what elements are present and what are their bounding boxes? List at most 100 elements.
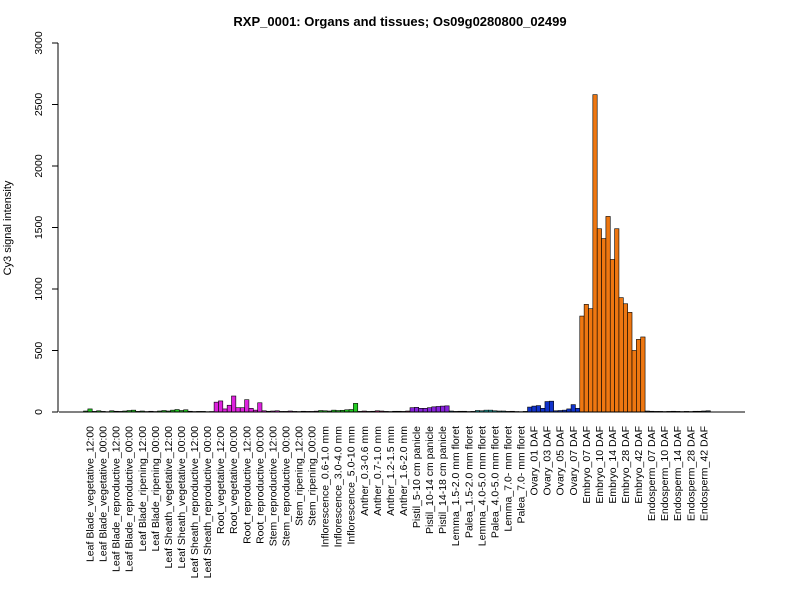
x-category-label: Palea_4.0-5.0 mm floret <box>489 426 501 538</box>
bar <box>579 315 585 413</box>
bar <box>583 304 589 413</box>
bar <box>605 216 611 413</box>
bar <box>226 404 232 413</box>
x-category-label: Inflorescence_0.6-1.0 mm <box>320 426 332 548</box>
x-category-label: Stem_ripening_12:00 <box>293 426 305 526</box>
x-category-label: Palea_1.5-2.0 mm floret <box>463 426 475 538</box>
x-category-label: Palea_7.0- mm floret <box>516 426 528 524</box>
x-category-label: Leaf Sheath_reproductive_12:00 <box>189 426 201 579</box>
x-category-label: Leaf Sheath_reproductive_00:00 <box>202 426 214 579</box>
y-tick-label: 2000 <box>33 154 45 178</box>
x-category-label: Pistil_14-18 cm panicle <box>437 426 449 534</box>
x-category-label: Pistil_10-14 cm panicle <box>424 426 436 534</box>
x-category-label: Endosperm_28 DAF <box>685 426 697 521</box>
y-tick-label: 1500 <box>33 216 45 240</box>
x-category-label: Embryo_42 DAF <box>633 426 645 504</box>
bar <box>257 402 263 413</box>
bar <box>548 400 554 413</box>
bar <box>609 259 615 413</box>
x-category-label: Ovary_01 DAF <box>529 426 541 495</box>
bar <box>596 228 602 413</box>
x-category-label: Endosperm_10 DAF <box>659 426 671 521</box>
bar <box>527 406 533 413</box>
bar <box>544 401 550 413</box>
x-category-label: Leaf Sheath_vegetative_00:00 <box>176 426 188 569</box>
x-category-label: Endosperm_14 DAF <box>672 426 684 521</box>
bar <box>427 407 433 413</box>
bar <box>244 399 250 413</box>
y-axis-label: Cy3 signal intensity <box>2 180 14 275</box>
bar <box>618 297 624 413</box>
bar <box>213 401 219 413</box>
bar <box>414 407 420 413</box>
x-category-label: Embryo_07 DAF <box>581 426 593 504</box>
bar <box>435 406 441 413</box>
bar <box>614 228 620 413</box>
bar <box>444 405 450 413</box>
bar <box>631 350 637 413</box>
bar <box>636 339 642 413</box>
x-category-label: Leaf Blade_ripening_12:00 <box>137 426 149 552</box>
x-category-label: Leaf Sheath_vegetative_12:00 <box>163 426 175 569</box>
bar <box>540 408 546 413</box>
y-tick-label: 1000 <box>33 277 45 301</box>
bar <box>431 406 437 413</box>
x-category-label: Leaf Blade_vegetative_00:00 <box>98 426 110 562</box>
bar <box>239 407 245 413</box>
bars <box>83 94 711 413</box>
bar <box>353 403 359 413</box>
x-category-label: Lemma_1.5-2.0 mm floret <box>450 426 462 546</box>
bar <box>623 303 628 413</box>
bar <box>418 408 424 413</box>
x-category-label: Lemma_7.0- mm floret <box>502 426 514 532</box>
x-category-label: Leaf Blade_vegetative_12:00 <box>85 426 97 562</box>
bar <box>640 336 646 413</box>
y-tick-label: 500 <box>33 342 45 360</box>
bar <box>627 312 633 413</box>
x-category-label: Anther_0.7-1.0 mm <box>372 426 384 516</box>
x-category-label: Lemma_4.0-5.0 mm floret <box>476 426 488 546</box>
bar <box>570 404 576 413</box>
x-category-label: Root_reproductive_00:00 <box>254 426 266 544</box>
x-category-label: Endosperm_07 DAF <box>646 426 658 521</box>
x-category-label: Ovary_07 DAF <box>568 426 580 495</box>
x-category-label: Root_vegetative_00:00 <box>228 426 240 534</box>
x-category-label: Embryo_10 DAF <box>594 426 606 504</box>
x-category-label: Anther_0.3-0.6 mm <box>359 426 371 516</box>
bar <box>601 238 607 413</box>
bar <box>422 408 428 413</box>
x-category-label: Ovary_03 DAF <box>542 426 554 495</box>
bar <box>588 308 594 413</box>
x-category-label: Stem_ripening_00:00 <box>307 426 319 526</box>
bar <box>440 405 446 413</box>
x-category-label: Embryo_14 DAF <box>607 426 619 504</box>
x-category-label: Leaf Blade_ripening_00:00 <box>150 426 162 552</box>
y-tick-label: 3000 <box>33 31 45 55</box>
x-category-label: Inflorescence_5.0-10 mm <box>346 426 358 545</box>
x-category-label: Ovary_05 DAF <box>555 426 567 495</box>
bar <box>231 395 237 413</box>
bar <box>235 407 241 413</box>
y-tick-label: 2500 <box>33 93 45 117</box>
x-category-label: Embryo_28 DAF <box>620 426 632 504</box>
bar <box>592 94 598 413</box>
x-category-label: Stem_reproductive_00:00 <box>280 426 292 546</box>
x-category-label: Endosperm_42 DAF <box>698 426 710 521</box>
x-category-label: Leaf Blade_reproductive_00:00 <box>124 426 136 572</box>
x-category-label: Inflorescence_3.0-4.0 mm <box>333 426 345 548</box>
x-category-label: Leaf Blade_reproductive_12:00 <box>111 426 123 572</box>
x-category-label: Anther_1.2-1.5 mm <box>385 426 397 516</box>
x-axis-labels: Leaf Blade_vegetative_12:00 Leaf Blade_ve… <box>85 426 711 579</box>
x-category-label: Pistil_5-10 cm panicle <box>411 426 423 528</box>
bar <box>248 408 254 413</box>
y-axis: 0 500 1000 1500 2000 2500 3000 <box>33 31 59 415</box>
y-tick-label: 0 <box>33 409 45 415</box>
bar <box>575 408 581 413</box>
x-category-label: Root_vegetative_12:00 <box>215 426 227 534</box>
bar <box>218 400 224 413</box>
bar <box>535 405 541 413</box>
x-category-label: Anther_1.6-2.0 mm <box>398 426 410 516</box>
x-category-label: Root_reproductive_12:00 <box>241 426 253 544</box>
bar <box>531 405 537 413</box>
